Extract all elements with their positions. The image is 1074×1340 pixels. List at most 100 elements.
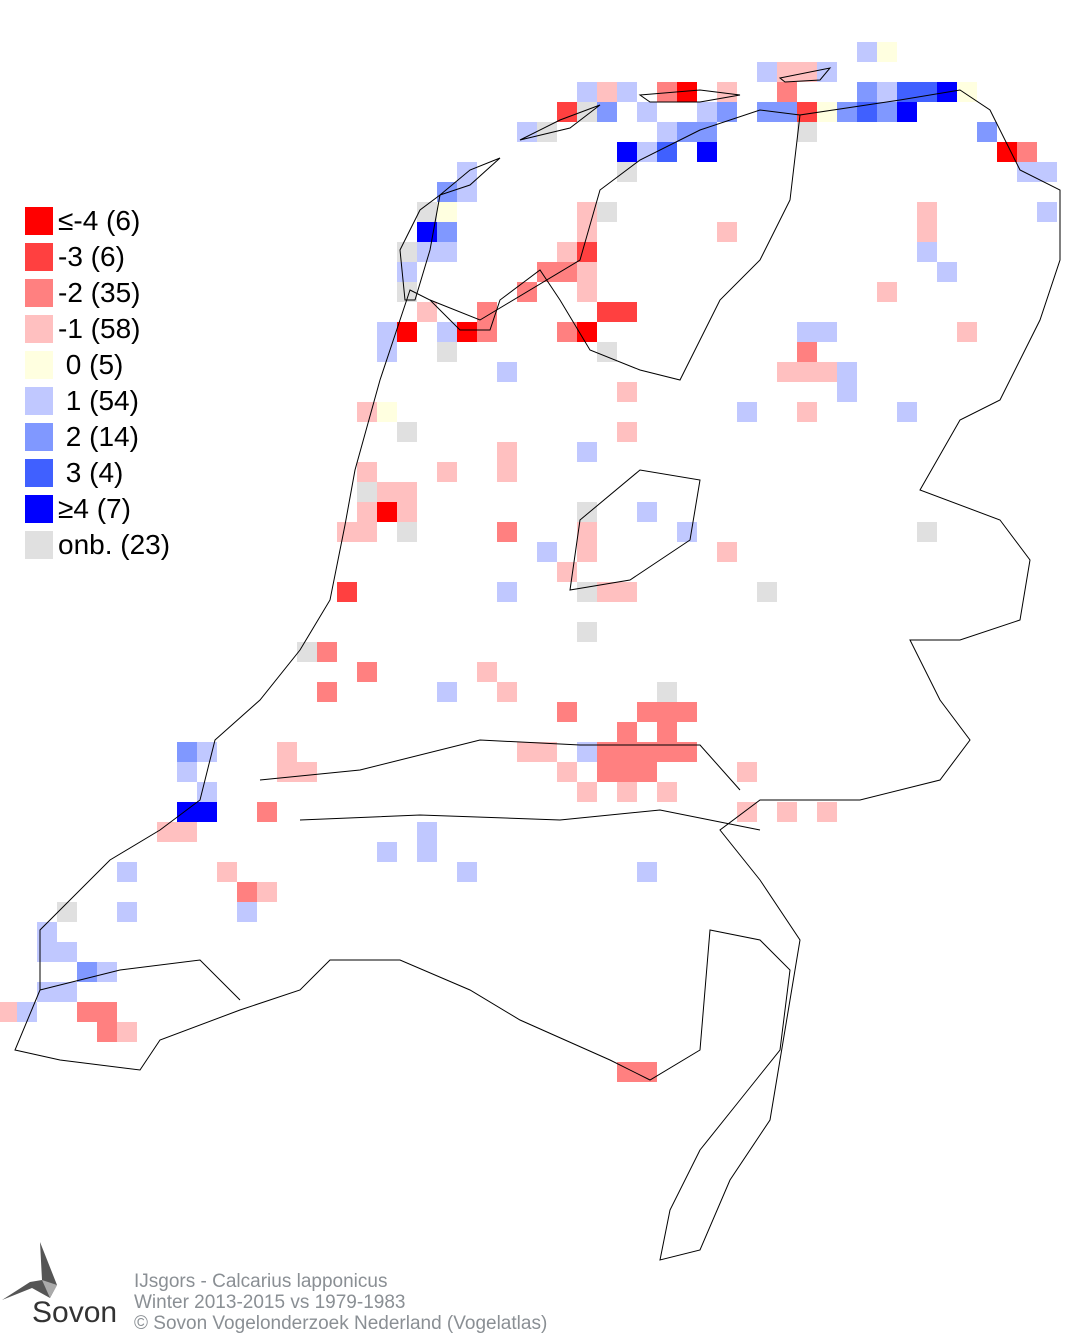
- grid-cell: [437, 322, 457, 342]
- grid-cell: [637, 702, 657, 722]
- grid-cell: [917, 222, 937, 242]
- grid-cell: [717, 542, 737, 562]
- legend-swatch: [25, 315, 53, 343]
- grid-cell: [437, 202, 457, 222]
- grid-cell: [737, 762, 757, 782]
- grid-cell: [297, 642, 317, 662]
- westerschelde: [39, 959, 241, 1001]
- grid-cell: [537, 742, 557, 762]
- legend-swatch: [25, 351, 53, 379]
- legend-swatch: [25, 459, 53, 487]
- grid-cell: [457, 322, 477, 342]
- grid-cell: [737, 402, 757, 422]
- grid-cell: [577, 82, 597, 102]
- grid-cell: [777, 802, 797, 822]
- legend-label: -1 (58): [58, 313, 141, 344]
- grid-cell: [717, 102, 737, 122]
- grid-cell: [617, 162, 637, 182]
- grid-cell: [817, 102, 837, 122]
- grid-cell: [557, 242, 577, 262]
- grid-cell: [577, 222, 597, 242]
- grid-cell: [377, 502, 397, 522]
- grid-cell: [357, 662, 377, 682]
- grid-cell: [417, 242, 437, 262]
- grid-cell: [857, 82, 877, 102]
- legend-item: 0 (5): [25, 347, 170, 383]
- grid-cell: [817, 362, 837, 382]
- grid-cell: [777, 82, 797, 102]
- grid-cell: [677, 702, 697, 722]
- legend-swatch: [25, 207, 53, 235]
- grid-cell: [677, 82, 697, 102]
- grid-cell: [697, 122, 717, 142]
- grid-cell: [497, 582, 517, 602]
- caption-period: Winter 2013-2015 vs 1979-1983: [134, 1292, 406, 1313]
- grid-cell: [417, 822, 437, 842]
- grid-cell: [597, 582, 617, 602]
- country-outline: [14, 67, 1061, 1261]
- grid-cell: [277, 742, 297, 762]
- grid-cell: [497, 362, 517, 382]
- netherlands-border: [14, 89, 1061, 1261]
- grid-cell: [797, 62, 817, 82]
- grid-cell: [57, 942, 77, 962]
- grid-cell: [557, 102, 577, 122]
- grid-cell: [1017, 162, 1037, 182]
- grid-cell: [877, 42, 897, 62]
- grid-cell: [197, 742, 217, 762]
- grid-cell: [0, 1002, 17, 1022]
- grid-cell: [637, 142, 657, 162]
- grid-cell: [397, 522, 417, 542]
- grid-cell: [237, 902, 257, 922]
- grid-cell: [757, 102, 777, 122]
- sovon-logo: [2, 1240, 112, 1315]
- legend-label: 1 (54): [58, 385, 139, 416]
- grid-cell: [857, 102, 877, 122]
- grid-cell: [737, 802, 757, 822]
- grid-cell: [617, 382, 637, 402]
- grid-cell: [637, 502, 657, 522]
- grid-cell: [597, 202, 617, 222]
- grid-cell: [497, 682, 517, 702]
- grid-cell: [777, 362, 797, 382]
- grid-cell: [197, 782, 217, 802]
- grid-cell: [577, 242, 597, 262]
- grid-cell: [337, 582, 357, 602]
- grid-cell: [357, 522, 377, 542]
- legend-swatch: [25, 423, 53, 451]
- grid-cell: [597, 742, 617, 762]
- grid-cell: [677, 522, 697, 542]
- grid-cell: [977, 122, 997, 142]
- legend-swatch: [25, 495, 53, 523]
- grid-cell: [437, 462, 457, 482]
- grid-cell: [577, 622, 597, 642]
- grid-cell: [717, 82, 737, 102]
- grid-cell: [637, 742, 657, 762]
- grid-cell: [417, 842, 437, 862]
- legend-item: -1 (58): [25, 311, 170, 347]
- grid-cell: [397, 502, 417, 522]
- grid-cell: [257, 802, 277, 822]
- grid-cell: [637, 1062, 657, 1082]
- grid-cell: [477, 322, 497, 342]
- grid-cell: [637, 102, 657, 122]
- grid-cell: [437, 342, 457, 362]
- grid-cell: [817, 322, 837, 342]
- grid-cell: [397, 422, 417, 442]
- grid-cell: [157, 822, 177, 842]
- grid-cell: [497, 442, 517, 462]
- grid-cell: [217, 862, 237, 882]
- legend-item: 1 (54): [25, 383, 170, 419]
- grid-cell: [1037, 162, 1057, 182]
- grid-cell: [577, 582, 597, 602]
- grid-cell: [257, 882, 277, 902]
- ijsselmeer-coast: [429, 109, 801, 321]
- legend-swatch: [25, 279, 53, 307]
- grid-cell: [577, 742, 597, 762]
- legend-label: ≥4 (7): [58, 493, 131, 524]
- grid-cell: [397, 262, 417, 282]
- grid-cell: [637, 862, 657, 882]
- grid-cell: [477, 302, 497, 322]
- legend-item: -2 (35): [25, 275, 170, 311]
